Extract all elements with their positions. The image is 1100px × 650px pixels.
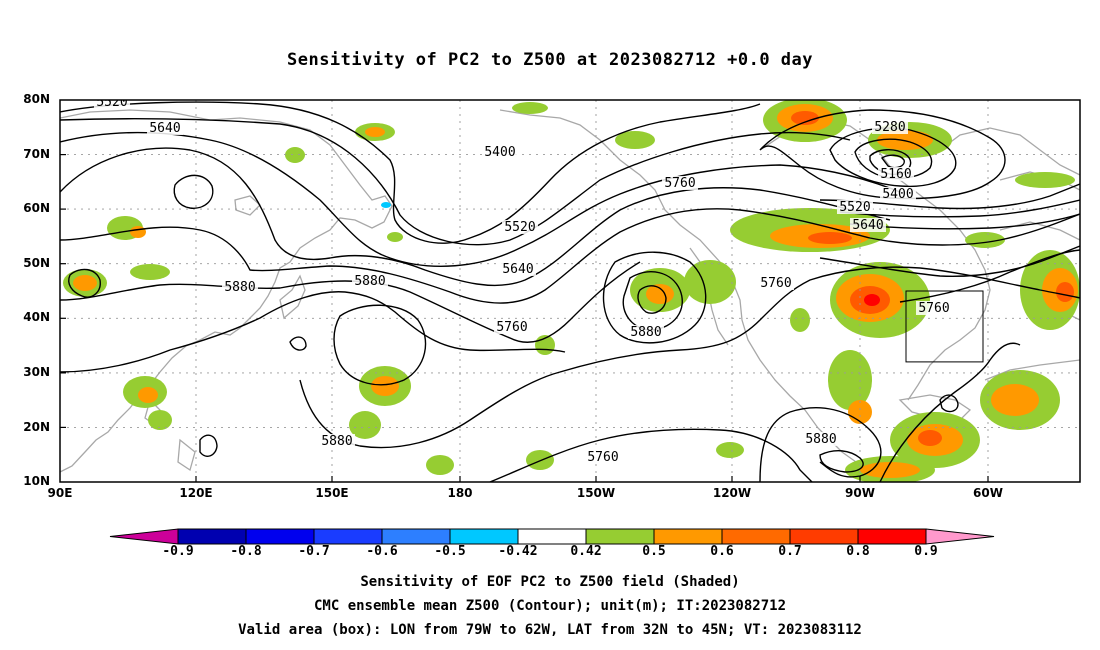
lon-label-90e: 90E: [47, 486, 73, 500]
caption-line-3: Valid area (box): LON from 79W to 62W, L…: [238, 622, 862, 638]
graticule: [60, 100, 1080, 482]
colorbar-box: [313, 528, 383, 545]
lon-label-150w: 150W: [576, 486, 616, 500]
lat-label-80n: 80N: [23, 92, 50, 106]
lon-label-60w: 60W: [973, 486, 1003, 500]
colorbar-box: [789, 528, 859, 545]
contour-label: 5640: [502, 262, 533, 277]
colorbar-box: [381, 528, 451, 545]
colorbar-box: [449, 528, 519, 545]
colorbar-label: -0.9: [162, 544, 194, 559]
colorbar-label: -0.42: [498, 544, 538, 559]
figure-title: Sensitivity of PC2 to Z500 at 2023082712…: [286, 50, 813, 70]
colorbar-box: [517, 528, 587, 545]
colorbar-label: -0.6: [366, 544, 398, 559]
contour-label: 5400: [484, 145, 515, 160]
colorbar-arrow-high: [925, 528, 995, 545]
contour-label: 5760: [496, 320, 527, 335]
lat-label-10n: 10N: [23, 474, 50, 488]
colorbar-arrow-low: [109, 528, 179, 545]
lat-label-60n: 60N: [23, 201, 50, 215]
contour-label: 5760: [918, 301, 949, 316]
contour-label: 5640: [149, 121, 180, 136]
caption-line-2: CMC ensemble mean Z500 (Contour); unit(m…: [313, 598, 786, 614]
contour-label: 5520: [839, 200, 870, 215]
sensitivity-shading: [63, 100, 1080, 482]
lon-label-120e: 120E: [179, 486, 213, 500]
lat-label-20n: 20N: [23, 420, 50, 434]
lat-label-70n: 70N: [23, 147, 50, 161]
contour-label: 5760: [587, 450, 618, 465]
colorbar-box: [857, 528, 927, 545]
colorbar-label: 0.8: [846, 544, 870, 559]
lat-label-30n: 30N: [23, 365, 50, 379]
lon-label-120w: 120W: [712, 486, 752, 500]
colorbar-label: 0.42: [570, 544, 602, 559]
colorbar-box: [245, 528, 315, 545]
map-frame: [59, 99, 1081, 483]
contour-label: 5880: [354, 274, 385, 289]
contour-label: 5520: [504, 220, 535, 235]
colorbar-label: -0.5: [434, 544, 466, 559]
axis-ticks: [60, 154, 989, 482]
colorbar-label: -0.8: [230, 544, 262, 559]
colorbar-label: 0.6: [710, 544, 734, 559]
colorbar-label: 0.9: [914, 544, 938, 559]
valid-area-box: [905, 290, 984, 363]
contour-label: 5880: [630, 325, 661, 340]
colorbar-box: [177, 528, 247, 545]
colorbar-box: [585, 528, 655, 545]
lat-label-40n: 40N: [23, 310, 50, 324]
contour-label: 5760: [664, 176, 695, 191]
z500-contours: [60, 101, 1080, 482]
caption-line-1: Sensitivity of EOF PC2 to Z500 field (Sh…: [360, 574, 740, 590]
lon-label-150e: 150E: [315, 486, 349, 500]
contour-label: 5160: [880, 167, 911, 182]
lon-label-180: 180: [447, 486, 473, 500]
lon-label-90w: 90W: [845, 486, 875, 500]
contour-labels: 5520 5640 5400 5280 5160 5400 5520 5640 5760 5760…: [94, 95, 952, 465]
colorbar-label: -0.7: [298, 544, 330, 559]
contour-label: 5880: [224, 280, 255, 295]
contour-label: 5880: [321, 434, 352, 449]
lat-label-50n: 50N: [23, 256, 50, 270]
colorbar-label: 0.7: [778, 544, 802, 559]
contour-label: 5760: [760, 276, 791, 291]
contour-label: 5280: [874, 120, 905, 135]
colorbar-box: [721, 528, 791, 545]
contour-label: 5880: [805, 432, 836, 447]
colorbar: [109, 528, 995, 545]
contour-label: 5520: [96, 95, 127, 110]
contour-label: 5400: [882, 187, 913, 202]
contour-label: 5640: [852, 218, 883, 233]
colorbar-label: 0.5: [642, 544, 666, 559]
colorbar-box: [653, 528, 723, 545]
